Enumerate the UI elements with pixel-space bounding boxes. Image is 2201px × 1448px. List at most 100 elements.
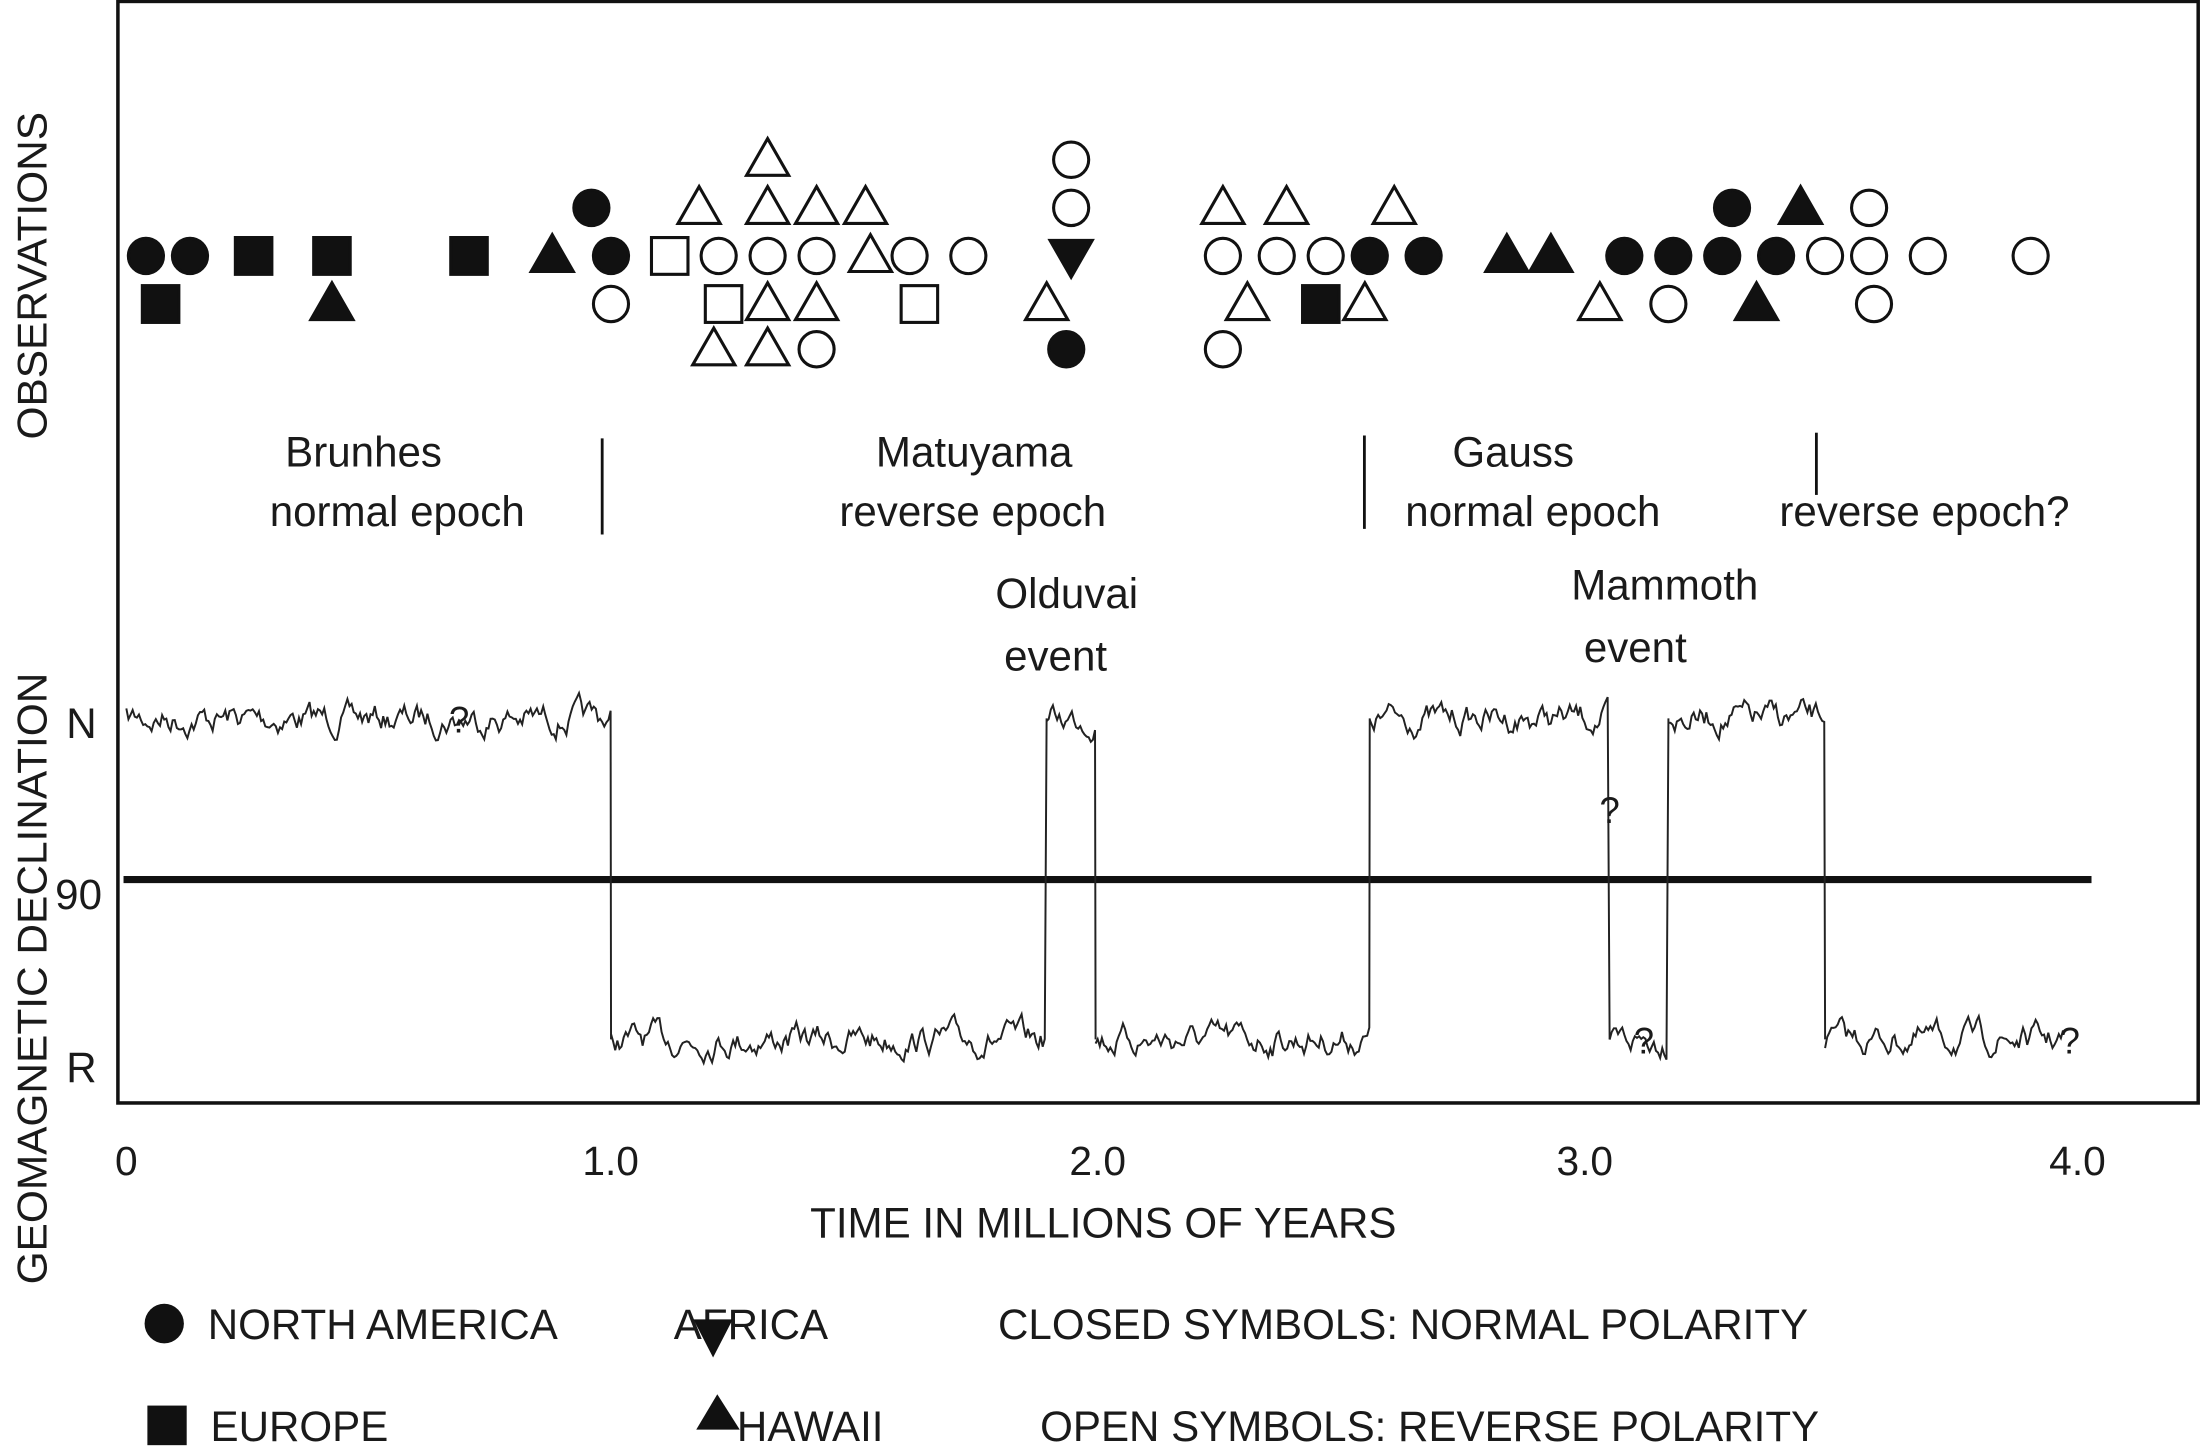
observation-north_america-reverse-circle-icon [591, 284, 631, 324]
observation-hawaii-reverse-triangle-up-icon [743, 135, 792, 177]
observation-europe-reverse-square-icon [703, 284, 744, 324]
declination-curve [125, 690, 2064, 1067]
x-tick-4: 4.0 [2049, 1138, 2106, 1184]
plot-frame [116, 0, 2200, 1105]
legend-open-note: OPEN SYMBOLS: REVERSE POLARITY [1040, 1403, 1819, 1448]
observation-hawaii-reverse-triangle-up-icon [792, 279, 841, 322]
observation-north_america-normal-circle-icon [1654, 236, 1693, 276]
observation-europe-normal-square-icon [233, 236, 274, 276]
observation-north_america-reverse-circle-icon [797, 330, 836, 369]
observation-north_america-reverse-circle-icon [2011, 236, 2050, 276]
observation-hawaii-reverse-triangle-up-icon [743, 183, 792, 225]
declination-segment-R [1824, 1013, 2064, 1059]
observation-hawaii-reverse-triangle-up-icon [841, 183, 890, 225]
observation-north_america-normal-circle-icon [126, 236, 166, 276]
observation-hawaii-reverse-triangle-up-icon [743, 324, 792, 367]
observation-hawaii-normal-triangle-up-icon [1776, 183, 1825, 225]
observations-axis-title: OBSERVATIONS [8, 112, 55, 440]
declination-segment-N [125, 690, 613, 1040]
observation-north_america-reverse-circle-icon [1203, 330, 1242, 369]
observation-north_america-normal-circle-icon [1047, 330, 1086, 369]
observation-hawaii-normal-triangle-up-icon [1732, 279, 1781, 322]
declination-axis-title: GEOMAGNETIC DECLINATION [8, 673, 55, 1285]
event-olduvai-name: Olduvai [995, 570, 1138, 617]
epoch-matuyama-name: Matuyama [876, 429, 1073, 476]
x-tick-2: 2.0 [1069, 1138, 1126, 1184]
observation-north_america-normal-circle-icon [1756, 236, 1796, 276]
declination-segment-R [1608, 718, 1670, 1062]
legend-closed-note: CLOSED SYMBOLS: NORMAL POLARITY [998, 1301, 1808, 1348]
legend-europe: EUROPE [211, 1403, 389, 1448]
observation-hawaii-normal-triangle-up-icon [1527, 231, 1575, 274]
observation-north_america-reverse-circle-icon [949, 236, 988, 276]
epoch-brunhes-name: Brunhes [285, 429, 442, 476]
epoch-gauss-name: Gauss [1452, 429, 1574, 476]
declination-segment-N [1368, 696, 1611, 1040]
observation-north_america-normal-circle-icon [1605, 236, 1644, 276]
event-olduvai-label: event [1004, 632, 1107, 679]
uncertain-question-mark: ? [449, 699, 469, 740]
observation-north_america-reverse-circle-icon [1052, 140, 1091, 180]
y-tick-90: 90 [55, 871, 102, 918]
declination-segment-R [1094, 718, 1371, 1061]
observation-north_america-reverse-circle-icon [1850, 188, 1889, 228]
y-tick-n: N [66, 700, 96, 747]
declination-segment-N [1045, 702, 1097, 1040]
declination-segment-N [1668, 697, 1827, 1040]
uncertain-question-mark: ? [2060, 1020, 2080, 1061]
legend-hawaii: HAWAII [737, 1403, 884, 1448]
observation-hawaii-reverse-triangle-up-icon [675, 183, 723, 225]
epoch-matuyama-type: reverse epoch [839, 488, 1106, 535]
x-tick-3: 3.0 [1556, 1138, 1613, 1184]
legend: NORTH AMERICA AFRICA CLOSED SYMBOLS: NOR… [144, 1301, 1819, 1448]
observation-symbols [126, 135, 2050, 369]
observation-north_america-reverse-circle-icon [1805, 236, 1845, 276]
observation-north_america-normal-circle-icon [170, 236, 210, 276]
observation-hawaii-reverse-triangle-up-icon [1576, 279, 1624, 322]
legend-north-america: NORTH AMERICA [208, 1301, 559, 1348]
declination-segment-R [610, 718, 1048, 1067]
observation-hawaii-normal-triangle-up-icon [528, 231, 576, 274]
event-mammoth-label: event [1584, 624, 1687, 671]
observation-hawaii-reverse-triangle-up-icon [1022, 279, 1071, 322]
x-axis-title: TIME IN MILLIONS OF YEARS [810, 1199, 1396, 1246]
observation-north_america-normal-circle-icon [1350, 236, 1389, 276]
uncertain-question-mark: ? [1634, 1020, 1654, 1061]
observation-north_america-reverse-circle-icon [1306, 236, 1345, 276]
observation-hawaii-reverse-triangle-up-icon [1341, 279, 1389, 322]
observation-europe-normal-square-icon [1301, 284, 1341, 324]
epoch-gauss-type: normal epoch [1405, 488, 1660, 535]
observation-hawaii-reverse-triangle-up-icon [1370, 183, 1418, 225]
observation-africa-normal-triangle-down-icon [1047, 238, 1095, 281]
epoch-brunhes-type: normal epoch [270, 488, 525, 535]
uncertain-question-mark: ? [1599, 790, 1619, 831]
observation-north_america-reverse-circle-icon [1203, 236, 1242, 276]
observation-hawaii-reverse-triangle-up-icon [1199, 183, 1247, 225]
observation-north_america-normal-circle-icon [1703, 236, 1742, 276]
epoch-reverse-type: reverse epoch? [1779, 488, 2069, 535]
observation-europe-normal-square-icon [140, 284, 181, 324]
legend-triangle-down-icon [693, 1319, 733, 1358]
observation-hawaii-normal-triangle-up-icon [308, 279, 356, 322]
legend-circle-icon [144, 1303, 184, 1344]
observation-north_america-reverse-circle-icon [1257, 236, 1296, 276]
event-mammoth-name: Mammoth [1571, 561, 1758, 608]
observation-north_america-reverse-circle-icon [699, 236, 738, 276]
observation-hawaii-normal-triangle-up-icon [1483, 231, 1531, 274]
observation-north_america-reverse-circle-icon [797, 236, 836, 276]
observation-europe-normal-square-icon [449, 236, 489, 276]
observation-north_america-reverse-circle-icon [1908, 236, 1947, 276]
observation-hawaii-reverse-triangle-up-icon [743, 279, 792, 322]
observation-north_america-reverse-circle-icon [1854, 284, 1894, 324]
observation-north_america-reverse-circle-icon [1052, 188, 1091, 228]
legend-triangle-up-icon [696, 1394, 740, 1430]
x-tick-1: 1.0 [582, 1138, 639, 1184]
uncertainty-marks: ???? [449, 699, 2080, 1061]
observation-europe-reverse-square-icon [899, 284, 940, 324]
observation-north_america-normal-circle-icon [1712, 188, 1752, 228]
observation-north_america-reverse-circle-icon [1649, 284, 1688, 324]
observation-north_america-normal-circle-icon [1404, 236, 1443, 276]
observation-hawaii-reverse-triangle-up-icon [792, 183, 841, 225]
